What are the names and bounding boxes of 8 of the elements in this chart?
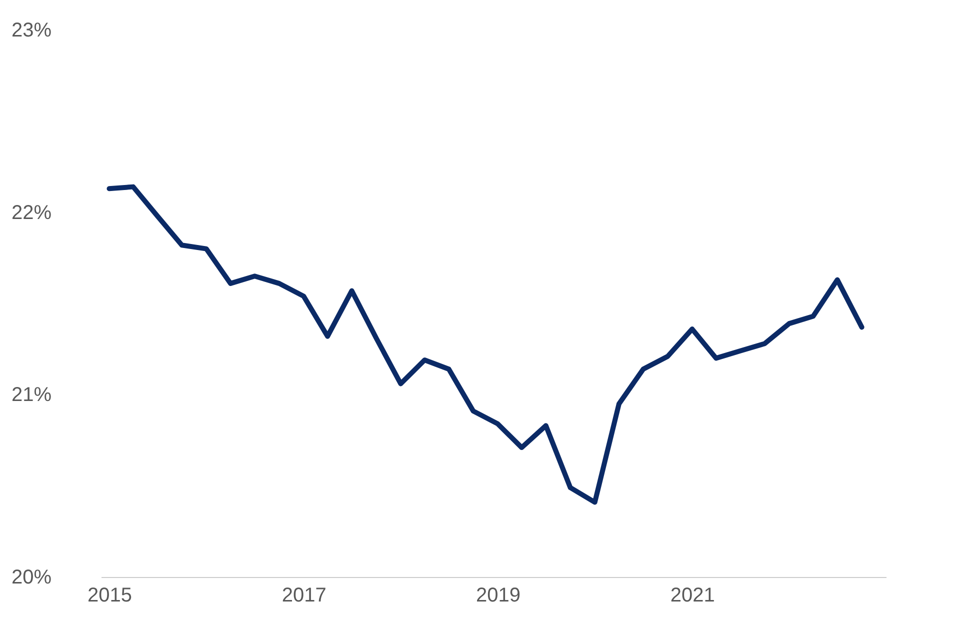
x-tick-label: 2017 [282, 584, 326, 606]
y-tick-label: 20% [11, 566, 52, 588]
y-tick-label: 23% [11, 20, 52, 42]
y-tick-label: 22% [11, 202, 52, 224]
y-tick-label: 21% [11, 384, 52, 406]
x-tick-label: 2019 [476, 584, 521, 606]
x-tick-label: 2021 [670, 584, 715, 606]
x-tick-label: 2015 [87, 584, 132, 606]
